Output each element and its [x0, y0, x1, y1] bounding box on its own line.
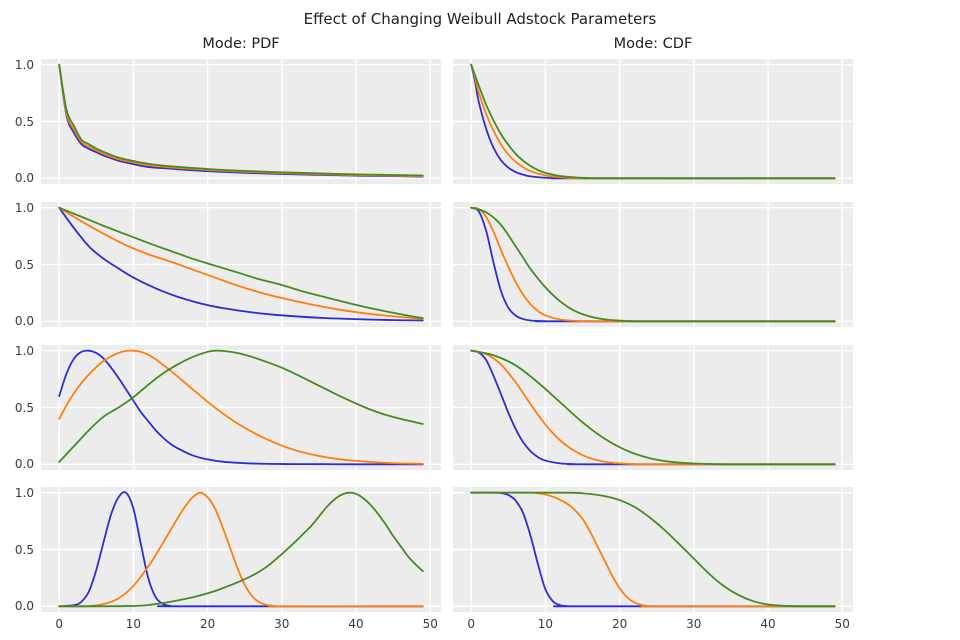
y-tick-label: 0.0 — [14, 314, 34, 329]
green-line — [470, 63, 836, 180]
x-tick-label: 10 — [537, 617, 554, 631]
green-line — [470, 206, 836, 323]
blue-line — [58, 491, 424, 608]
green-line — [470, 349, 836, 466]
y-tick-label: 0.0 — [14, 171, 34, 186]
column-title-pdf: Mode: PDF — [202, 36, 280, 52]
y-tick-label: 1.0 — [14, 485, 34, 500]
x-tick-label: 20 — [611, 617, 628, 631]
plot-canvas — [453, 345, 853, 470]
y-tick-label: 0.0 — [14, 599, 34, 614]
orange-line — [470, 491, 836, 608]
plot-canvas — [41, 59, 441, 184]
subplot-cdf-row3 — [453, 345, 853, 470]
orange-line — [58, 206, 424, 320]
plot-canvas — [453, 487, 853, 612]
y-tick-label: 1.0 — [14, 57, 34, 72]
blue-line — [58, 349, 424, 466]
blue-line — [470, 63, 836, 180]
orange-line — [470, 63, 836, 180]
x-tick-label: 40 — [760, 617, 776, 631]
orange-line — [470, 206, 836, 323]
plot-canvas — [41, 202, 441, 327]
subplot-cdf-row4 — [453, 487, 853, 612]
y-tick-label: 0.5 — [14, 400, 34, 415]
blue-line — [470, 349, 836, 466]
x-tick-label: 10 — [125, 617, 142, 631]
blue-line — [470, 206, 836, 323]
green-line — [58, 349, 424, 463]
x-tick-label: 50 — [422, 617, 438, 631]
column-title-cdf: Mode: CDF — [613, 36, 693, 52]
subplot-cdf-row1 — [453, 59, 853, 184]
x-tick-label: 40 — [348, 617, 364, 631]
y-tick-label: 0.0 — [14, 457, 34, 472]
y-tick-label: 1.0 — [14, 200, 34, 215]
green-line — [58, 63, 424, 177]
plot-canvas — [453, 202, 853, 327]
subplot-pdf-row3 — [41, 345, 441, 470]
plot-canvas — [453, 59, 853, 184]
figure-title: Effect of Changing Weibull Adstock Param… — [303, 10, 657, 28]
x-tick-label: 30 — [274, 617, 290, 631]
orange-line — [470, 349, 836, 466]
subplot-pdf-row4 — [41, 487, 441, 612]
y-tick-label: 0.5 — [14, 257, 34, 272]
plot-canvas — [41, 487, 441, 612]
plot-canvas — [41, 345, 441, 470]
subplot-pdf-row1 — [41, 59, 441, 184]
blue-line — [58, 63, 424, 178]
orange-line — [58, 349, 424, 465]
x-tick-label: 20 — [199, 617, 216, 631]
y-tick-label: 1.0 — [14, 343, 34, 358]
x-tick-label: 50 — [834, 617, 850, 631]
green-line — [58, 491, 424, 608]
blue-line — [58, 206, 424, 322]
orange-line — [58, 491, 424, 608]
y-tick-label: 0.5 — [14, 542, 34, 557]
green-line — [58, 206, 424, 320]
x-tick-label: 30 — [686, 617, 702, 631]
y-tick-label: 0.5 — [14, 114, 34, 129]
green-line — [470, 491, 836, 608]
subplot-cdf-row2 — [453, 202, 853, 327]
x-tick-label: 0 — [467, 617, 475, 631]
subplot-pdf-row2 — [41, 202, 441, 327]
x-tick-label: 0 — [55, 617, 63, 631]
